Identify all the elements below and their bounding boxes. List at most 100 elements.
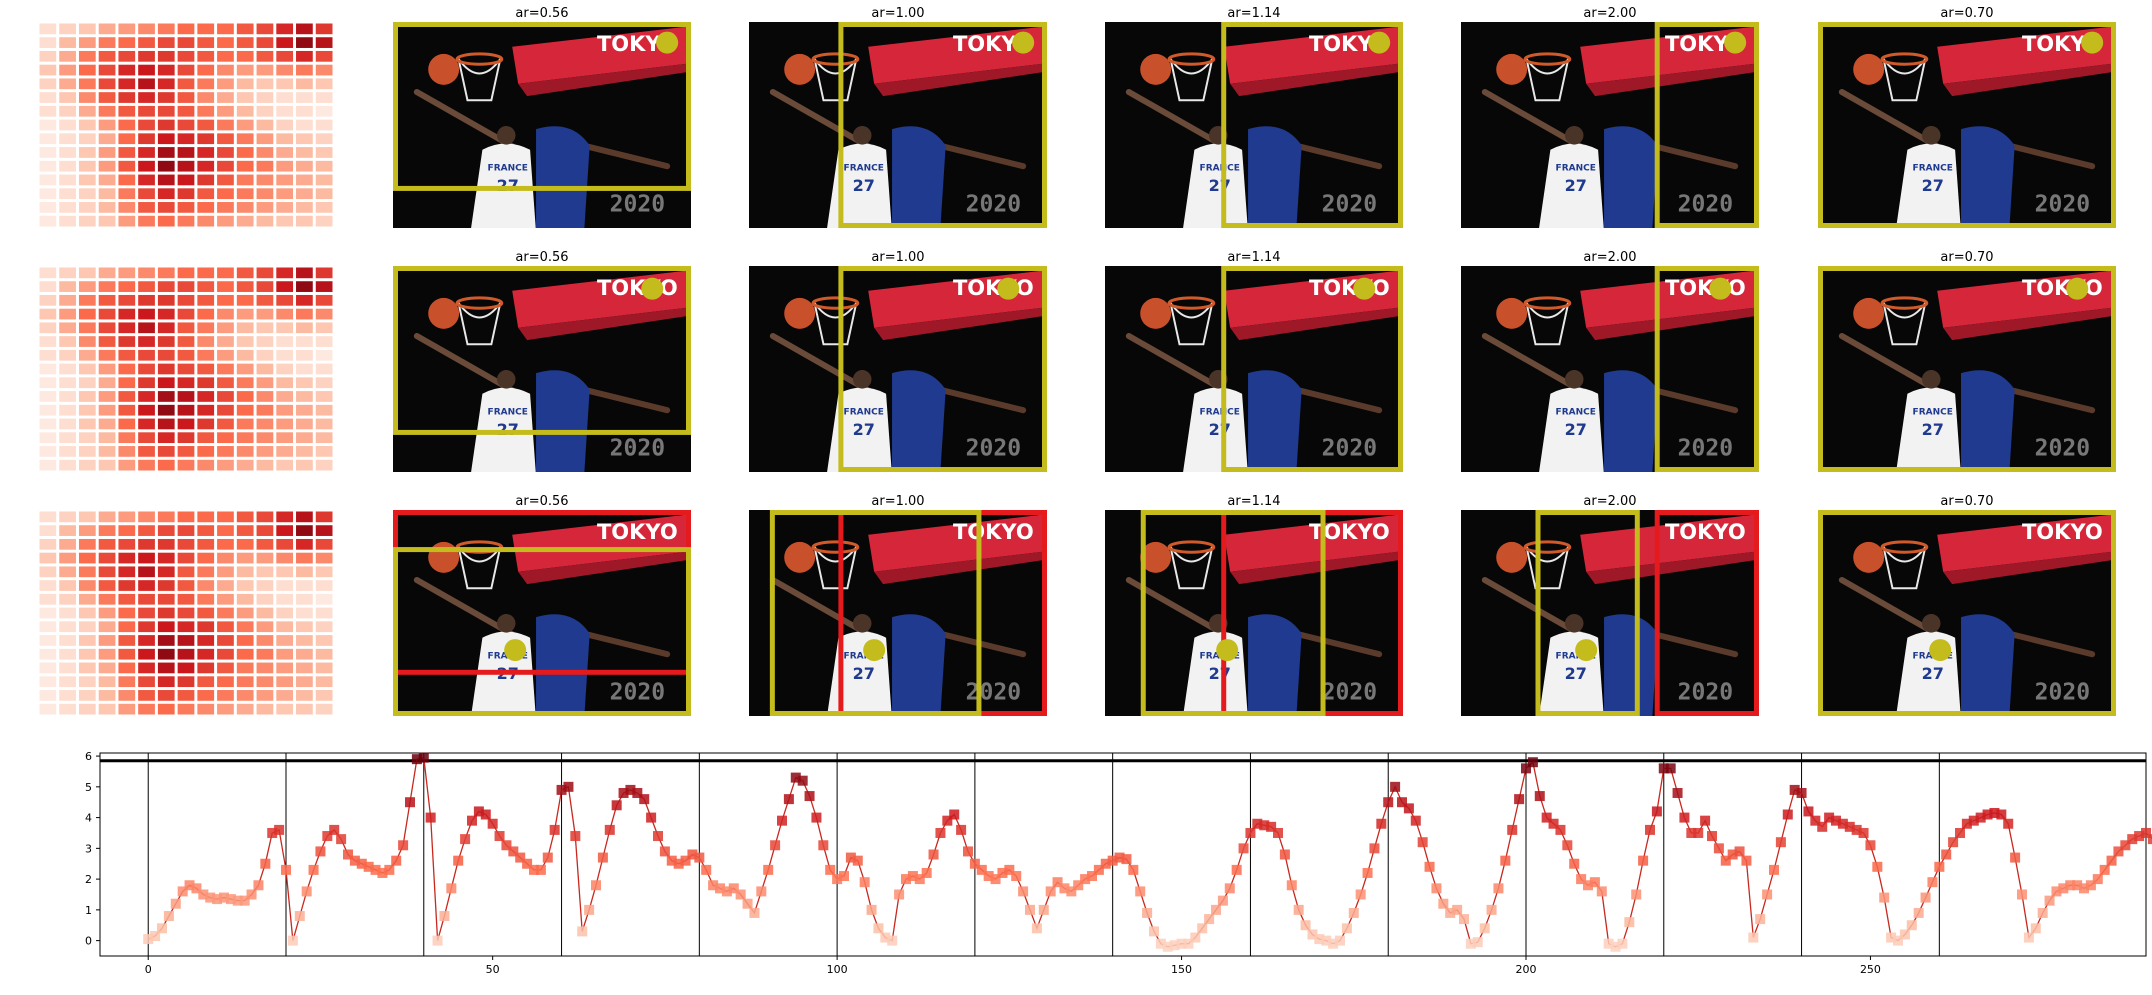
data-point [1197, 923, 1208, 934]
data-point [935, 827, 946, 838]
heatmap-cell [315, 446, 333, 457]
heatmap-cell [276, 552, 294, 564]
heatmap-cell [59, 281, 76, 292]
heatmap-cell [197, 160, 215, 172]
heatmap-cell [59, 267, 76, 279]
heatmap-cell [98, 281, 116, 292]
data-point [1362, 867, 1373, 878]
heatmap-cell [236, 511, 254, 523]
data-point [1961, 818, 1972, 829]
panel-title: ar=0.56 [515, 250, 568, 265]
hoop-rim [811, 296, 860, 310]
heatmap-cell [296, 703, 313, 715]
heatmap-cell [78, 377, 96, 389]
heatmap-cell [197, 215, 215, 227]
heatmap-cell [157, 377, 175, 389]
data-point [1927, 877, 1938, 888]
heatmap-cell [276, 105, 294, 117]
heatmap-cell [157, 202, 175, 213]
jersey-number-text: 27 [1565, 664, 1587, 683]
heatmap-cell [118, 648, 136, 660]
data-point [1114, 852, 1125, 863]
heatmap-cell [256, 202, 274, 213]
heatmap-cell [78, 525, 96, 536]
heatmap-cell [138, 525, 155, 536]
data-point [508, 846, 519, 857]
data-point [811, 812, 822, 823]
heatmap-cell [39, 363, 57, 375]
heatmap-cell [296, 133, 313, 145]
heatmap-cell [296, 418, 313, 430]
heatmap-cell [78, 322, 96, 334]
focus-point [1709, 277, 1732, 300]
scoreboard-text: 2020 [1678, 436, 1733, 462]
data-point [2023, 932, 2034, 943]
data-point [1452, 904, 1463, 915]
heatmap-cell [138, 105, 155, 117]
heatmap-cell [78, 133, 96, 145]
heatmap-cell [296, 105, 313, 117]
heatmap-cell [197, 308, 215, 320]
heatmap-cell [256, 404, 274, 416]
heatmap-cell [118, 119, 136, 131]
heatmap-cell [276, 690, 294, 701]
hoop-net [1882, 546, 1927, 590]
jersey-number-text: 27 [497, 420, 519, 439]
data-point [1231, 864, 1242, 875]
heatmap-cell [118, 676, 136, 688]
heatmap-cell [276, 391, 294, 402]
heatmap-cell [256, 511, 274, 523]
heatmap-cell [276, 511, 294, 523]
heatmap-cell [177, 648, 195, 660]
data-point [839, 871, 849, 882]
data-point [1073, 880, 1084, 891]
panel-grid: ar=0.56TOKYOFRANCE272020ar=1.00TOKYOFRAN… [39, 6, 2116, 717]
heatmap-cell [157, 78, 175, 90]
data-point [728, 883, 739, 894]
heatmap-cell [177, 215, 195, 227]
heatmap-cell [315, 294, 333, 306]
hoop-rim [455, 540, 504, 554]
heatmap-cell [296, 593, 313, 605]
heatmap-cell [177, 281, 195, 292]
jersey-number-text: 27 [1922, 176, 1944, 195]
heatmap-cell [217, 676, 234, 688]
heatmap-cell [256, 377, 274, 389]
data-point [198, 889, 209, 900]
heatmap-cell [78, 174, 96, 186]
heatmap-cell [256, 566, 274, 578]
data-point [880, 932, 891, 943]
heatmap-cell [157, 648, 175, 660]
crop-box [1818, 22, 2116, 228]
focus-point [2081, 31, 2104, 54]
heatmap-cell [59, 174, 76, 186]
focus-point [1368, 31, 1391, 54]
panel-title: ar=2.00 [1583, 494, 1636, 509]
heatmap-cell [177, 119, 195, 131]
data-point [1410, 815, 1421, 826]
heatmap-cell [59, 538, 76, 550]
data-point [1245, 827, 1256, 838]
heatmap-cell [98, 607, 116, 619]
data-point [2092, 874, 2103, 885]
heatmap-cell [138, 566, 155, 578]
heatmap-cell [256, 23, 274, 35]
data-point [1617, 938, 1628, 949]
data-point [1548, 818, 1559, 829]
data-point [1686, 827, 1697, 838]
data-point [1486, 904, 1497, 915]
heatmap-cell [177, 690, 195, 701]
focus-point [997, 277, 1020, 300]
heatmap-cell [118, 160, 136, 172]
hoop-net [1525, 302, 1570, 346]
heatmap-cell [276, 281, 294, 292]
heatmap-cell [296, 676, 313, 688]
heatmap-cell [177, 635, 195, 646]
arena-brand-text: TOKYO [597, 276, 678, 300]
data-point [666, 855, 677, 866]
data-point [983, 871, 994, 882]
